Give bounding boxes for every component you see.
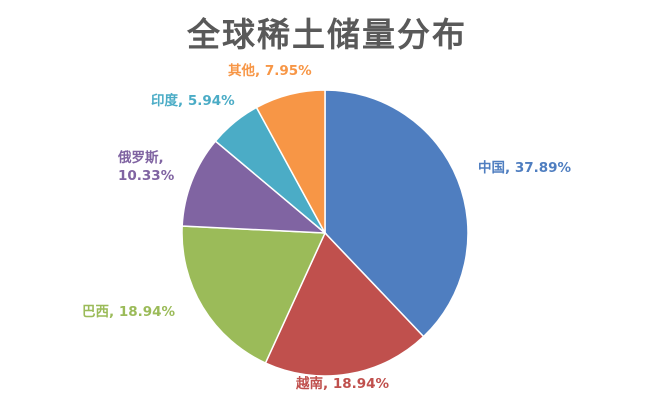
chart-title: 全球稀土储量分布 [187, 15, 467, 54]
slice-label-other: 其他, 7.95% [228, 63, 312, 79]
slice-label-china: 中国, 37.89% [478, 160, 572, 176]
slice-label-india: 印度, 5.94% [151, 93, 235, 109]
pie-slice-brazil [181, 225, 327, 365]
pie-slice-china [324, 89, 469, 338]
slice-label-brazil: 巴西, 18.94% [82, 304, 176, 320]
slice-label-vietnam: 越南, 18.94% [296, 376, 390, 392]
pie-slice-russia [181, 140, 328, 234]
pie-slice-vietnam [264, 231, 425, 377]
slice-label-russia: 俄罗斯, 10.33% [118, 150, 175, 184]
pie-slice-other [255, 89, 326, 234]
